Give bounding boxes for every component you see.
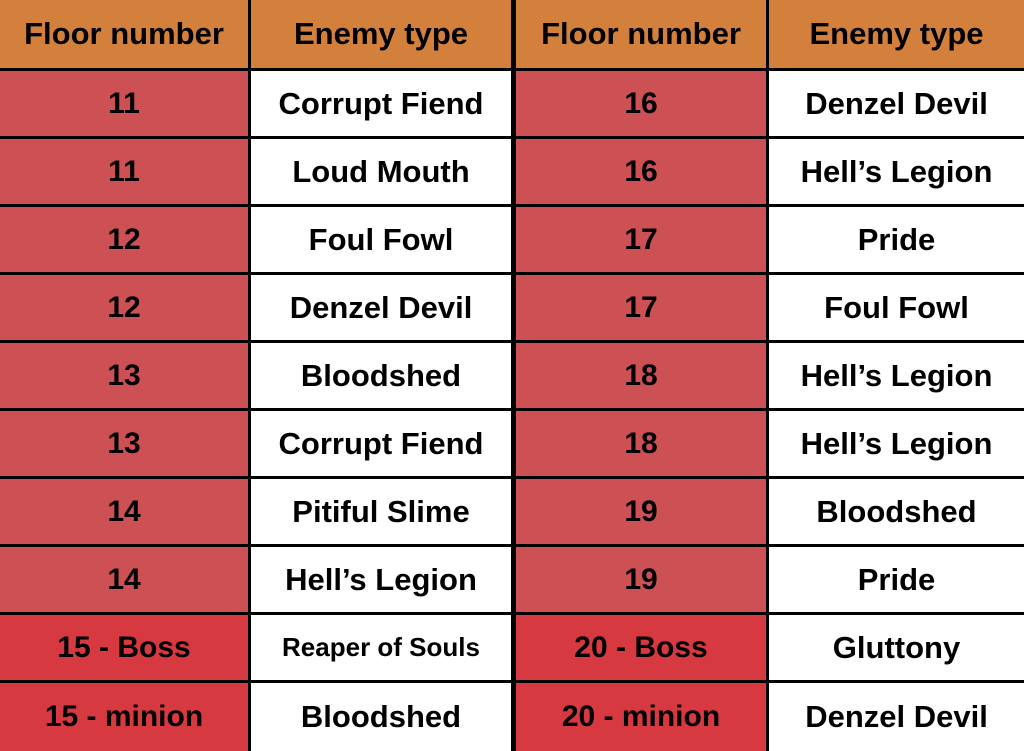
right-floor-cell: 18 bbox=[516, 343, 766, 408]
left-enemy-cell: Bloodshed bbox=[251, 343, 511, 408]
left-enemy-cell: Bloodshed bbox=[251, 683, 511, 751]
left-boss-floor-cell: 15 - minion bbox=[0, 683, 248, 751]
right-boss-floor-cell: 20 - minion bbox=[516, 683, 766, 751]
left-enemy-cell: Hell’s Legion bbox=[251, 547, 511, 612]
right-enemy-cell: Hell’s Legion bbox=[769, 343, 1024, 408]
right-floor-cell: 16 bbox=[516, 139, 766, 204]
header-floor-number-left: Floor number bbox=[0, 0, 248, 68]
right-enemy-cell: Denzel Devil bbox=[769, 71, 1024, 136]
right-enemy-cell: Gluttony bbox=[769, 615, 1024, 680]
left-floor-cell: 13 bbox=[0, 343, 248, 408]
left-enemy-cell: Corrupt Fiend bbox=[251, 411, 511, 476]
left-floor-cell: 11 bbox=[0, 71, 248, 136]
right-enemy-cell: Foul Fowl bbox=[769, 275, 1024, 340]
left-enemy-cell: Foul Fowl bbox=[251, 207, 511, 272]
right-floor-cell: 19 bbox=[516, 479, 766, 544]
right-floor-cell: 16 bbox=[516, 71, 766, 136]
left-enemy-cell: Denzel Devil bbox=[251, 275, 511, 340]
right-enemy-cell: Hell’s Legion bbox=[769, 139, 1024, 204]
left-floor-cell: 12 bbox=[0, 207, 248, 272]
header-enemy-type-right: Enemy type bbox=[769, 0, 1024, 68]
right-floor-cell: 19 bbox=[516, 547, 766, 612]
right-enemy-cell: Pride bbox=[769, 547, 1024, 612]
left-enemy-cell: Reaper of Souls bbox=[251, 615, 511, 680]
left-floor-cell: 13 bbox=[0, 411, 248, 476]
right-floor-cell: 17 bbox=[516, 275, 766, 340]
header-enemy-type-left: Enemy type bbox=[251, 0, 511, 68]
right-floor-cell: 18 bbox=[516, 411, 766, 476]
left-floor-cell: 12 bbox=[0, 275, 248, 340]
left-floor-cell: 11 bbox=[0, 139, 248, 204]
right-enemy-cell: Denzel Devil bbox=[769, 683, 1024, 751]
left-enemy-cell: Loud Mouth bbox=[251, 139, 511, 204]
left-enemy-cell: Corrupt Fiend bbox=[251, 71, 511, 136]
right-boss-floor-cell: 20 - Boss bbox=[516, 615, 766, 680]
right-enemy-cell: Pride bbox=[769, 207, 1024, 272]
header-floor-number-right: Floor number bbox=[516, 0, 766, 68]
right-floor-cell: 17 bbox=[516, 207, 766, 272]
left-floor-cell: 14 bbox=[0, 547, 248, 612]
left-enemy-cell: Pitiful Slime bbox=[251, 479, 511, 544]
left-floor-cell: 14 bbox=[0, 479, 248, 544]
right-enemy-cell: Hell’s Legion bbox=[769, 411, 1024, 476]
left-boss-floor-cell: 15 - Boss bbox=[0, 615, 248, 680]
right-enemy-cell: Bloodshed bbox=[769, 479, 1024, 544]
